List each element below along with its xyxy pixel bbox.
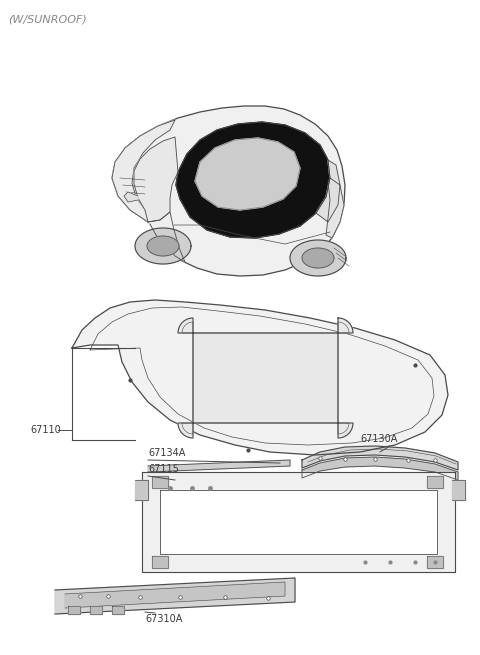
Polygon shape bbox=[135, 480, 148, 500]
Polygon shape bbox=[147, 236, 179, 256]
Text: 67130A: 67130A bbox=[360, 434, 397, 444]
Polygon shape bbox=[90, 606, 102, 614]
Polygon shape bbox=[290, 240, 346, 276]
Polygon shape bbox=[195, 138, 300, 210]
Polygon shape bbox=[68, 606, 80, 614]
Polygon shape bbox=[148, 212, 185, 262]
Polygon shape bbox=[427, 556, 443, 568]
Polygon shape bbox=[152, 476, 168, 488]
Polygon shape bbox=[178, 318, 353, 438]
Polygon shape bbox=[427, 476, 443, 488]
Polygon shape bbox=[302, 248, 334, 268]
Text: 67110: 67110 bbox=[30, 425, 61, 435]
Polygon shape bbox=[176, 122, 330, 238]
Polygon shape bbox=[124, 192, 138, 202]
Polygon shape bbox=[148, 460, 290, 472]
Polygon shape bbox=[152, 556, 168, 568]
Polygon shape bbox=[135, 228, 191, 264]
Polygon shape bbox=[72, 300, 448, 455]
Polygon shape bbox=[302, 446, 458, 470]
Polygon shape bbox=[112, 106, 345, 276]
Polygon shape bbox=[302, 457, 458, 480]
Polygon shape bbox=[160, 490, 437, 554]
Polygon shape bbox=[55, 578, 295, 614]
Polygon shape bbox=[142, 472, 455, 572]
Polygon shape bbox=[65, 582, 285, 608]
Polygon shape bbox=[112, 606, 124, 614]
Polygon shape bbox=[112, 120, 175, 222]
Text: 67310A: 67310A bbox=[145, 614, 182, 624]
Text: 67115: 67115 bbox=[148, 464, 179, 474]
Polygon shape bbox=[316, 160, 340, 222]
Polygon shape bbox=[452, 480, 465, 500]
Polygon shape bbox=[134, 137, 178, 222]
Polygon shape bbox=[326, 178, 344, 238]
Text: 67134A: 67134A bbox=[148, 448, 185, 458]
Text: (W/SUNROOF): (W/SUNROOF) bbox=[8, 14, 87, 24]
